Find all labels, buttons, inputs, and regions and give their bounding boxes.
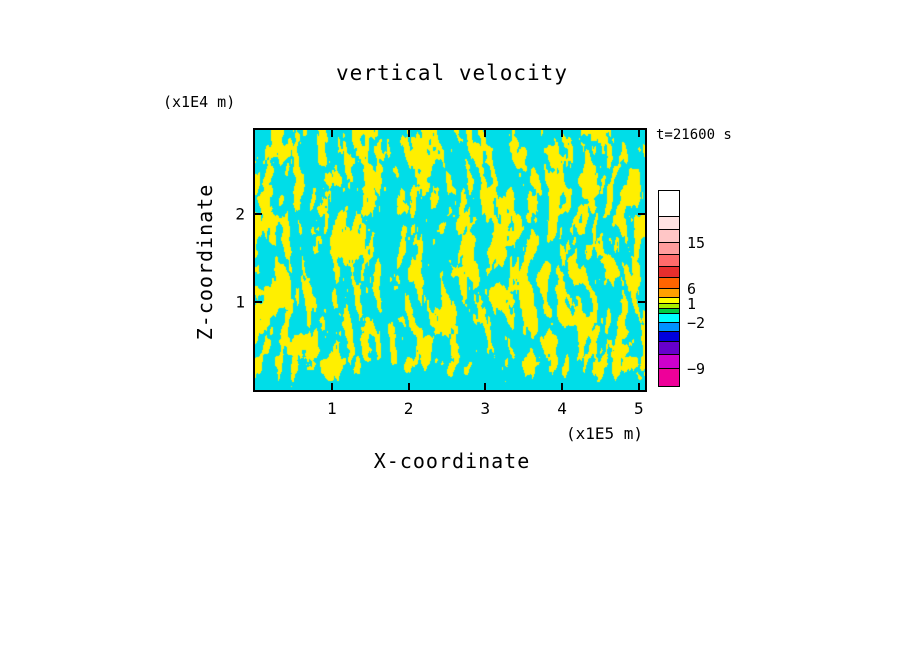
x-tick-label: 3 (480, 399, 491, 418)
colorbar-segment (659, 303, 679, 309)
x-tick-label: 5 (634, 399, 644, 418)
x-axis-unit-label: (x1E5 m) (566, 424, 644, 443)
colorbar-segment (659, 229, 679, 243)
colorbar-segment (659, 331, 679, 342)
plot-area (253, 128, 647, 392)
x-tick-label: 4 (557, 399, 567, 418)
chart-title: vertical velocity (336, 61, 568, 85)
colorbar-segment (659, 288, 679, 298)
y-tick-mark (255, 212, 262, 215)
y-tick-label: 2 (235, 204, 245, 224)
x-tick-mark (330, 130, 333, 137)
y-axis-unit-label: (x1E4 m) (163, 93, 236, 111)
y-tick-mark (255, 300, 262, 303)
x-tick-mark (330, 383, 333, 390)
y-axis-title: Z-coordinate (193, 183, 217, 341)
y-tick-mark (638, 300, 645, 303)
colorbar-tick-label: 6 (687, 280, 697, 298)
colorbar-segment (659, 368, 679, 386)
x-tick-mark (637, 383, 640, 390)
colorbar-tick-label: 15 (687, 234, 706, 252)
colorbar-segment (659, 354, 679, 369)
x-tick-label: 2 (403, 399, 414, 418)
x-tick-mark (484, 130, 487, 137)
colorbar-segment (659, 242, 679, 255)
x-tick-label: 1 (326, 399, 337, 418)
colorbar-segment (659, 322, 679, 332)
x-tick-mark (407, 130, 410, 137)
colorbar-segment (659, 313, 679, 323)
x-tick-mark (561, 130, 564, 137)
colorbar: 15 6 1 −2 −9 (658, 190, 705, 387)
x-tick-mark (637, 130, 640, 137)
colorbar-tick-label: −9 (687, 360, 706, 378)
heatmap-canvas (255, 130, 645, 390)
colorbar-tick-label: −2 (687, 314, 706, 332)
colorbar-segment (659, 297, 679, 304)
colorbar-segment (659, 341, 679, 355)
colorbar-tick-label: 1 (687, 295, 697, 313)
x-tick-mark (484, 383, 487, 390)
colorbar-segment (659, 308, 679, 314)
colorbar-segment (659, 266, 679, 278)
x-axis-title: X-coordinate (373, 449, 531, 473)
time-annotation: t=21600 s (656, 127, 732, 143)
colorbar-segment (659, 191, 679, 217)
colorbar-segment (659, 277, 679, 289)
x-tick-mark (561, 383, 564, 390)
y-tick-mark (638, 212, 645, 215)
x-tick-mark (407, 383, 410, 390)
colorbar-segment (659, 216, 679, 230)
colorbar-segment (659, 254, 679, 267)
y-tick-label: 1 (235, 292, 245, 312)
